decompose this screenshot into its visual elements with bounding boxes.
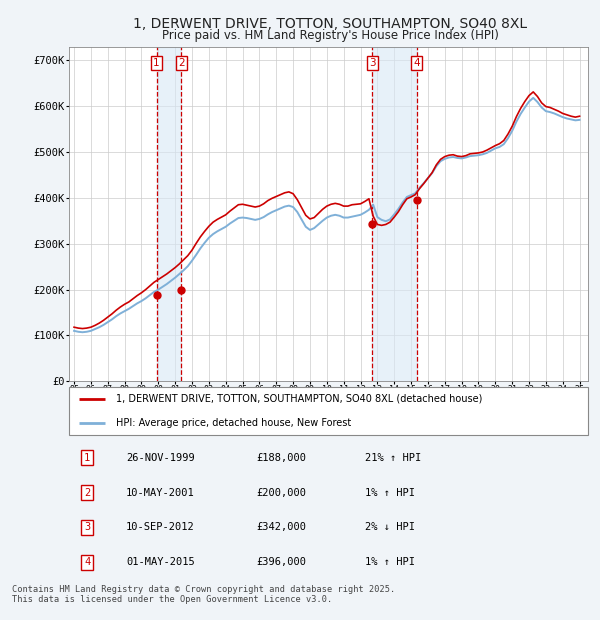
Text: 2: 2 — [84, 487, 90, 497]
Text: Contains HM Land Registry data © Crown copyright and database right 2025.
This d: Contains HM Land Registry data © Crown c… — [12, 585, 395, 604]
Bar — [373, 46, 416, 381]
Text: 21% ↑ HPI: 21% ↑ HPI — [365, 453, 421, 463]
Text: 1% ↑ HPI: 1% ↑ HPI — [365, 557, 415, 567]
FancyBboxPatch shape — [69, 386, 588, 435]
Text: 3: 3 — [84, 523, 90, 533]
Bar — [157, 46, 181, 381]
Text: 1, DERWENT DRIVE, TOTTON, SOUTHAMPTON, SO40 8XL: 1, DERWENT DRIVE, TOTTON, SOUTHAMPTON, S… — [133, 17, 527, 32]
Text: £200,000: £200,000 — [256, 487, 306, 497]
Text: 1% ↑ HPI: 1% ↑ HPI — [365, 487, 415, 497]
Text: 1: 1 — [84, 453, 90, 463]
Text: £342,000: £342,000 — [256, 523, 306, 533]
Text: 1, DERWENT DRIVE, TOTTON, SOUTHAMPTON, SO40 8XL (detached house): 1, DERWENT DRIVE, TOTTON, SOUTHAMPTON, S… — [116, 394, 482, 404]
Text: 26-NOV-1999: 26-NOV-1999 — [126, 453, 195, 463]
Text: 10-SEP-2012: 10-SEP-2012 — [126, 523, 195, 533]
Text: 2: 2 — [178, 58, 185, 68]
Text: 10-MAY-2001: 10-MAY-2001 — [126, 487, 195, 497]
Text: 3: 3 — [369, 58, 376, 68]
Text: 4: 4 — [84, 557, 90, 567]
Text: 2% ↓ HPI: 2% ↓ HPI — [365, 523, 415, 533]
Text: 01-MAY-2015: 01-MAY-2015 — [126, 557, 195, 567]
Text: HPI: Average price, detached house, New Forest: HPI: Average price, detached house, New … — [116, 418, 351, 428]
Text: £396,000: £396,000 — [256, 557, 306, 567]
Text: Price paid vs. HM Land Registry's House Price Index (HPI): Price paid vs. HM Land Registry's House … — [161, 29, 499, 42]
Text: £188,000: £188,000 — [256, 453, 306, 463]
Text: 1: 1 — [154, 58, 160, 68]
Text: 4: 4 — [413, 58, 420, 68]
